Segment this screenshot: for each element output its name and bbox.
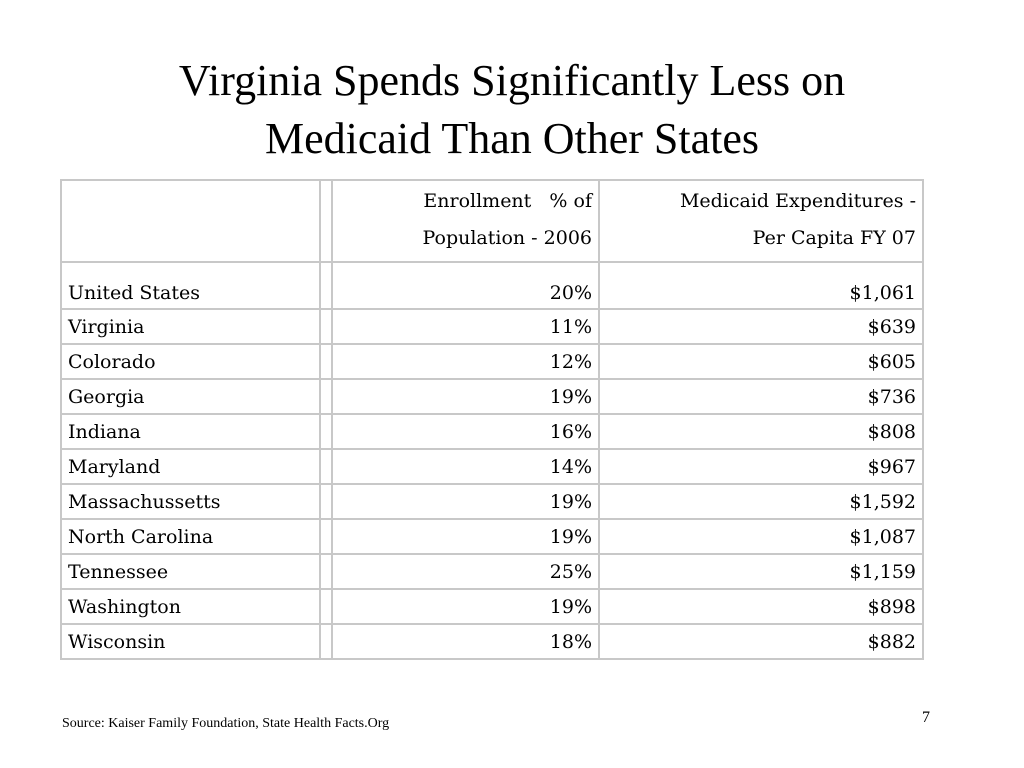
spacer-cell — [319, 483, 333, 520]
state-cell: North Carolina — [60, 518, 321, 555]
expenditure-cell: $736 — [598, 378, 924, 415]
source-note: Source: Kaiser Family Foundation, State … — [62, 716, 390, 731]
expenditure-cell: $882 — [598, 623, 924, 660]
spacer-cell — [319, 261, 333, 310]
table-header-row: Enrollment % of Population - 2006 Medica… — [60, 179, 924, 263]
state-cell: Georgia — [60, 378, 321, 415]
enrollment-cell: 16% — [331, 413, 600, 450]
table-row: Washington 19% $898 — [60, 588, 924, 625]
header-spacer-cell — [319, 179, 333, 263]
table-row: United States 20% $1,061 — [60, 261, 924, 310]
enrollment-cell: 19% — [331, 588, 600, 625]
expenditure-cell: $1,087 — [598, 518, 924, 555]
medicaid-table: Enrollment % of Population - 2006 Medica… — [60, 179, 924, 660]
state-cell: Wisconsin — [60, 623, 321, 660]
state-cell: Maryland — [60, 448, 321, 485]
table-row: Colorado 12% $605 — [60, 343, 924, 380]
enrollment-cell: 19% — [331, 378, 600, 415]
enrollment-cell: 18% — [331, 623, 600, 660]
state-cell: Massachussetts — [60, 483, 321, 520]
spacer-cell — [319, 448, 333, 485]
slide-title-line-2: Medicaid Than Other States — [264, 114, 760, 163]
state-cell: Indiana — [60, 413, 321, 450]
header-enrollment: Enrollment % of Population - 2006 — [331, 179, 600, 263]
page-number: 7 — [922, 709, 930, 726]
table-row: Wisconsin 18% $882 — [60, 623, 924, 660]
state-cell: Colorado — [60, 343, 321, 380]
spacer-cell — [319, 343, 333, 380]
table-row: Maryland 14% $967 — [60, 448, 924, 485]
enrollment-cell: 12% — [331, 343, 600, 380]
enrollment-cell: 25% — [331, 553, 600, 590]
table-row: North Carolina 19% $1,087 — [60, 518, 924, 555]
expenditure-cell: $1,061 — [598, 261, 924, 310]
expenditure-cell: $639 — [598, 308, 924, 345]
expenditure-cell: $605 — [598, 343, 924, 380]
table-row: Tennessee 25% $1,159 — [60, 553, 924, 590]
header-state-cell — [60, 179, 321, 263]
state-cell: United States — [60, 261, 321, 310]
expenditure-cell: $967 — [598, 448, 924, 485]
table-row: Georgia 19% $736 — [60, 378, 924, 415]
state-cell: Virginia — [60, 308, 321, 345]
spacer-cell — [319, 308, 333, 345]
expenditure-cell: $898 — [598, 588, 924, 625]
state-cell: Washington — [60, 588, 321, 625]
enrollment-cell: 14% — [331, 448, 600, 485]
slide-title: Virginia Spends Significantly Less on Me… — [0, 52, 1024, 168]
header-expenditure: Medicaid Expenditures - Per Capita FY 07 — [598, 179, 924, 263]
header-enrollment-line-1: Enrollment % of — [423, 190, 592, 212]
enrollment-cell: 19% — [331, 518, 600, 555]
expenditure-cell: $808 — [598, 413, 924, 450]
spacer-cell — [319, 623, 333, 660]
expenditure-cell: $1,592 — [598, 483, 924, 520]
expenditure-cell: $1,159 — [598, 553, 924, 590]
table-row: Indiana 16% $808 — [60, 413, 924, 450]
enrollment-cell: 11% — [331, 308, 600, 345]
table-row: Virginia 11% $639 — [60, 308, 924, 345]
spacer-cell — [319, 413, 333, 450]
enrollment-cell: 19% — [331, 483, 600, 520]
header-expenditure-line-1: Medicaid Expenditures - — [679, 190, 916, 212]
spacer-cell — [319, 518, 333, 555]
slide-title-line-1: Virginia Spends Significantly Less on — [178, 56, 846, 105]
state-cell: Tennessee — [60, 553, 321, 590]
spacer-cell — [319, 588, 333, 625]
spacer-cell — [319, 378, 333, 415]
header-enrollment-line-2: Population - 2006 — [422, 227, 593, 249]
spacer-cell — [319, 553, 333, 590]
header-expenditure-line-2: Per Capita FY 07 — [752, 227, 916, 249]
table-row: Massachussetts 19% $1,592 — [60, 483, 924, 520]
enrollment-cell: 20% — [331, 261, 600, 310]
